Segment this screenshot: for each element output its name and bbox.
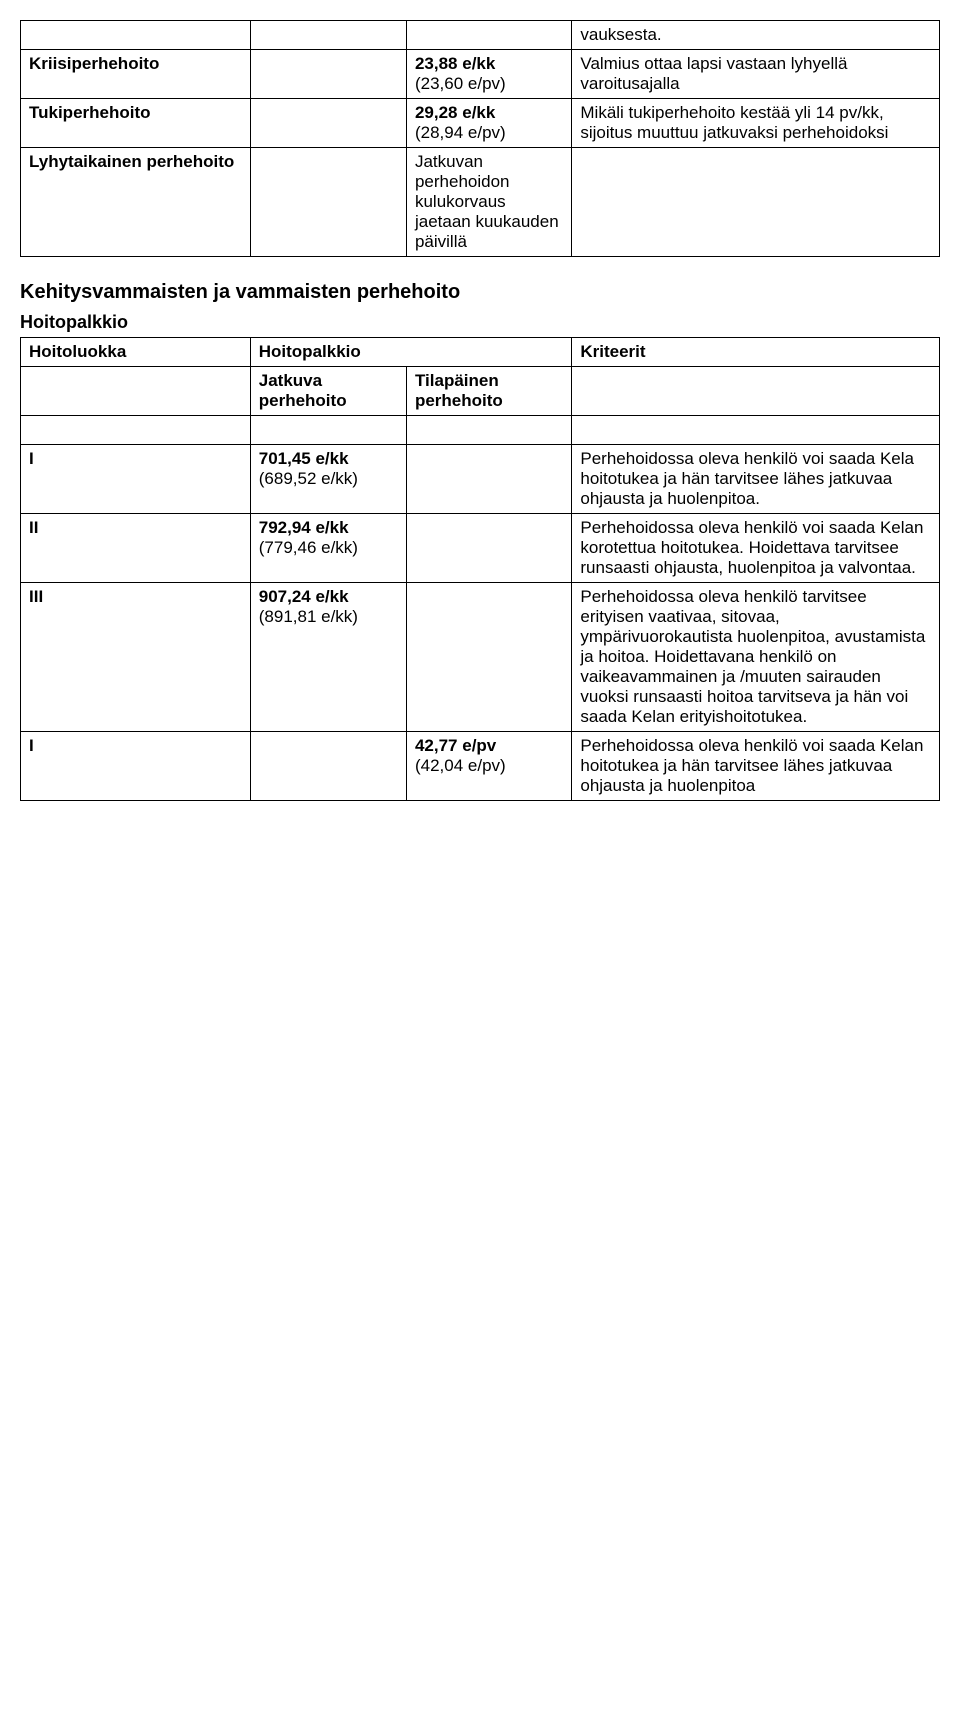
table-cell: Kriteerit [572,338,940,367]
table-row: I701,45 e/kk(689,52 e/kk) Perhehoidossa o… [21,445,940,514]
table-cell [406,583,571,732]
table-cell: 701,45 e/kk(689,52 e/kk) [250,445,406,514]
table-cell: Tilapäinen perhehoito [406,367,571,416]
table-cell: Perhehoidossa oleva henkilö voi saada Ke… [572,514,940,583]
top-table: vauksesta. Kriisiperhehoito 23,88 e/kk(23,… [20,20,940,257]
table-cell [250,99,406,148]
table-cell: I [21,732,251,801]
table-cell [250,50,406,99]
table-row [21,416,940,445]
table-cell [21,367,251,416]
table-cell: 42,77 e/pv(42,04 e/pv) [406,732,571,801]
table-cell: Perhehoidossa oleva henkilö voi saada Ke… [572,445,940,514]
table-header-row: HoitoluokkaHoitopalkkioKriteerit [21,338,940,367]
table-cell: Jatkuva perhehoito [250,367,406,416]
table-cell [21,21,251,50]
table-cell: 792,94 e/kk(779,46 e/kk) [250,514,406,583]
table-row: II792,94 e/kk(779,46 e/kk) Perhehoidossa … [21,514,940,583]
table-cell [250,148,406,257]
table-cell: vauksesta. [572,21,940,50]
table-cell: Valmius ottaa lapsi vastaan lyhyellä var… [572,50,940,99]
table-cell [406,21,571,50]
table-cell: 29,28 e/kk(28,94 e/pv) [406,99,571,148]
table-cell: 907,24 e/kk(891,81 e/kk) [250,583,406,732]
table-row: Lyhytaikainen perhehoito Jatkuvan perheho… [21,148,940,257]
table-cell [250,732,406,801]
table-cell: Jatkuvan perhehoidon kulukorvaus jaetaan… [406,148,571,257]
table-cell [250,416,406,445]
section-heading: Kehitysvammaisten ja vammaisten perhehoi… [20,281,940,304]
table-row: I 42,77 e/pv(42,04 e/pv)Perhehoidossa ole… [21,732,940,801]
table-cell: Perhehoidossa oleva henkilö tarvitsee er… [572,583,940,732]
table-cell: III [21,583,251,732]
table-cell [572,148,940,257]
table-cell [406,514,571,583]
hoitopalkkio-table: HoitoluokkaHoitopalkkioKriteeritJatkuva … [20,337,940,801]
table-cell: Hoitopalkkio [250,338,572,367]
table-cell [572,367,940,416]
table-cell: I [21,445,251,514]
table-row: III907,24 e/kk(891,81 e/kk) Perhehoidossa… [21,583,940,732]
table-cell [572,416,940,445]
table-cell [250,21,406,50]
table-cell [406,445,571,514]
table-cell [406,416,571,445]
table-row: Tukiperhehoito 29,28 e/kk(28,94 e/pv)Mikä… [21,99,940,148]
table-cell: Hoitoluokka [21,338,251,367]
table-cell: Kriisiperhehoito [21,50,251,99]
table-subheader-row: Jatkuva perhehoitoTilapäinen perhehoito [21,367,940,416]
table-cell: Perhehoidossa oleva henkilö voi saada Ke… [572,732,940,801]
table-cell [21,416,251,445]
table-row: vauksesta. [21,21,940,50]
table-row: Kriisiperhehoito 23,88 e/kk(23,60 e/pv)Va… [21,50,940,99]
sub-heading: Hoitopalkkio [20,312,940,333]
table-cell: II [21,514,251,583]
table-cell: 23,88 e/kk(23,60 e/pv) [406,50,571,99]
table-cell: Tukiperhehoito [21,99,251,148]
table-cell: Lyhytaikainen perhehoito [21,148,251,257]
table-cell: Mikäli tukiperhehoito kestää yli 14 pv/k… [572,99,940,148]
